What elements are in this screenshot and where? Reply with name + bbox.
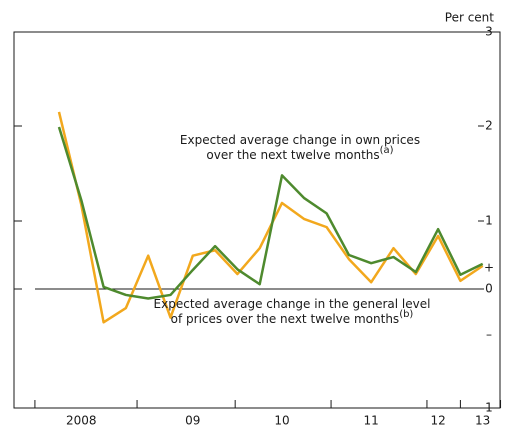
y-tick-label: 3 [485,25,493,39]
sign-label: + [484,261,494,275]
y-tick-label: 1 [485,214,493,228]
series-line [57,126,484,300]
sign-label: – [486,328,492,342]
plot-frame [13,31,501,409]
y-tick-label: 0 [485,282,493,296]
x-tick-label: 12 [430,414,445,428]
annotation: Expected average change in own prices [180,133,420,147]
annotation: of prices over the next twelve months(b) [171,309,414,326]
x-tick-label: 13 [475,414,490,428]
annotation-note: (a) [380,145,394,156]
x-tick-label: 11 [364,414,379,428]
annotation-line: Expected average change in own prices [180,133,420,147]
annotation: Expected average change in the general l… [154,297,431,311]
x-tick-label: 09 [185,414,200,428]
annotation-line: Expected average change in the general l… [154,297,431,311]
annotation: over the next twelve months(a) [206,145,393,162]
y-axis-label: Per cent [445,11,495,25]
annotation-line: of prices over the next twelve months [171,312,400,326]
annotation-note: (b) [399,309,413,320]
x-tick-label: 10 [274,414,289,428]
y-tick-label: 1 [485,401,493,415]
annotation-line: over the next twelve months [206,148,379,162]
y-tick-label: 2 [485,119,493,133]
x-tick-label: 2008 [66,414,97,428]
